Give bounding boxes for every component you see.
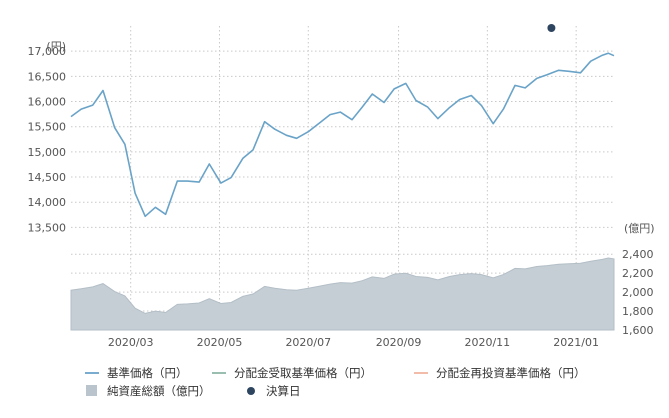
x-tick-label: 2020/05 bbox=[197, 336, 243, 349]
x-tick-label: 2020/09 bbox=[376, 336, 422, 349]
upper-y-tick-label: 14,000 bbox=[28, 196, 67, 209]
legend-label: 純資産総額（億円） bbox=[107, 384, 211, 398]
legend-dot-swatch bbox=[247, 387, 255, 395]
upper-y-tick-label: 14,500 bbox=[28, 171, 67, 184]
legend-item: 基準価格（円） bbox=[85, 366, 188, 380]
lower-y-tick-label: 2,000 bbox=[622, 286, 654, 299]
legend-item: 決算日 bbox=[247, 384, 301, 398]
net-assets-area bbox=[70, 257, 615, 331]
x-tick-label: 2020/11 bbox=[464, 336, 510, 349]
nav-line-layer bbox=[70, 52, 615, 218]
upper-y-tick-label: 15,500 bbox=[28, 121, 67, 134]
lower-y-tick-label: 2,400 bbox=[622, 248, 654, 261]
legend-label: 基準価格（円） bbox=[107, 366, 188, 380]
legend-label: 決算日 bbox=[266, 384, 301, 398]
lower-y-tick-label: 1,800 bbox=[622, 305, 654, 318]
x-tick-label: 2020/03 bbox=[108, 336, 154, 349]
axis-labels: (円) (億円) 2020/03 2020/05 2020/07 2020/09 202… bbox=[28, 40, 655, 349]
lower-y-tick-label: 2,200 bbox=[622, 267, 654, 280]
lower-y-tick-label: 1,600 bbox=[622, 324, 654, 337]
x-tick-label: 2020/07 bbox=[285, 336, 331, 349]
upper-y-tick-label: 17,000 bbox=[28, 45, 67, 58]
net-assets-area-layer bbox=[70, 257, 615, 331]
upper-y-tick-label: 15,000 bbox=[28, 146, 67, 159]
legend-box-swatch bbox=[86, 385, 97, 396]
upper-y-tick-label: 16,500 bbox=[28, 70, 67, 83]
legend-item: 分配金再投資基準価格（円） bbox=[414, 366, 586, 380]
legend-label: 分配金再投資基準価格（円） bbox=[436, 366, 586, 380]
upper-y-unit-label: (円) bbox=[46, 40, 66, 53]
lower-y-unit-label: (億円) bbox=[624, 222, 655, 235]
x-tick-label: 2021/01 bbox=[553, 336, 599, 349]
upper-y-tick-label: 16,000 bbox=[28, 96, 67, 109]
upper-y-tick-label: 13,500 bbox=[28, 221, 67, 234]
settlement-date-marker bbox=[547, 24, 556, 32]
legend-item: 分配金受取基準価格（円） bbox=[212, 366, 372, 380]
legend-item: 純資産総額（億円） bbox=[86, 384, 211, 398]
legend-label: 分配金受取基準価格（円） bbox=[234, 366, 372, 380]
settlement-marker-layer bbox=[547, 24, 556, 32]
legend: 基準価格（円） 分配金受取基準価格（円） 分配金再投資基準価格（円） 純資産総額（億円… bbox=[85, 366, 586, 398]
nav-line bbox=[70, 52, 615, 218]
